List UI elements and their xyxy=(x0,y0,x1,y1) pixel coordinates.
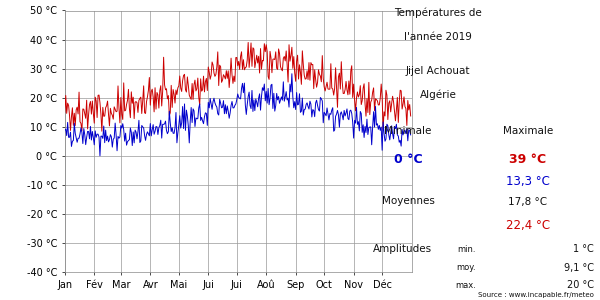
Text: 9,1 °C: 9,1 °C xyxy=(564,262,594,272)
Text: 20 °C: 20 °C xyxy=(567,280,594,290)
Text: max.: max. xyxy=(455,280,476,290)
Text: 1 °C: 1 °C xyxy=(573,244,594,254)
Text: 13,3 °C: 13,3 °C xyxy=(506,176,550,188)
Text: Source : www.incapable.fr/meteo: Source : www.incapable.fr/meteo xyxy=(478,292,594,298)
Text: Amplitudes: Amplitudes xyxy=(373,244,431,254)
Text: Moyennes: Moyennes xyxy=(382,196,434,206)
Text: Minimale: Minimale xyxy=(385,126,431,136)
Text: Températures de: Températures de xyxy=(394,8,482,18)
Text: 22,4 °C: 22,4 °C xyxy=(506,219,550,232)
Text: 0 °C: 0 °C xyxy=(394,153,422,166)
Text: l'année 2019: l'année 2019 xyxy=(404,32,472,41)
Text: Algérie: Algérie xyxy=(419,90,457,101)
Text: 39 °C: 39 °C xyxy=(509,153,547,166)
Text: Jijel Achouat: Jijel Achouat xyxy=(406,66,470,76)
Text: 17,8 °C: 17,8 °C xyxy=(508,196,548,206)
Text: Maximale: Maximale xyxy=(503,126,553,136)
Text: min.: min. xyxy=(457,244,476,253)
Text: moy.: moy. xyxy=(456,262,476,272)
